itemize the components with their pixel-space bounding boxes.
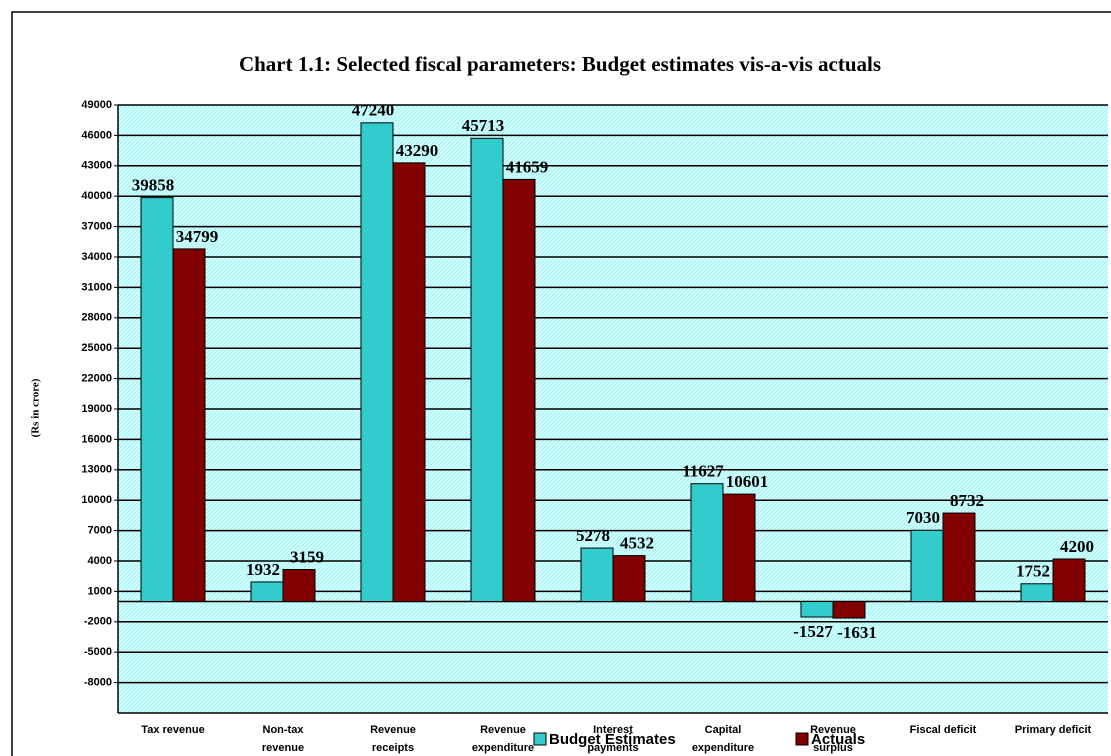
x-tick-label: Fiscal deficit xyxy=(909,724,977,736)
bar xyxy=(172,248,206,603)
data-label: 45713 xyxy=(462,116,505,135)
x-tick-label-box: Revenue expenditure xyxy=(471,724,535,754)
x-tick-label-box: Interest payments xyxy=(587,724,639,754)
x-tick-label: Interest payments xyxy=(587,724,639,754)
y-tick-label: 4000 xyxy=(88,555,112,567)
data-label: 4532 xyxy=(620,534,654,553)
y-axis-label: (Rs in crore) xyxy=(30,378,42,437)
data-label: 10601 xyxy=(726,472,769,491)
bar xyxy=(250,581,284,603)
data-label: 41659 xyxy=(506,157,549,176)
data-label: 1932 xyxy=(246,560,280,579)
legend-label: Budget Estimates xyxy=(549,731,676,748)
y-tick-label: -2000 xyxy=(84,616,112,628)
bar xyxy=(282,569,316,603)
bar xyxy=(612,555,646,603)
y-tick-label: -5000 xyxy=(84,646,112,658)
data-label: 47240 xyxy=(352,101,395,120)
data-label: 3159 xyxy=(290,547,324,566)
x-tick-label-box: Capital expenditure xyxy=(691,724,755,754)
bar xyxy=(942,512,976,603)
y-tick-label: 28000 xyxy=(81,312,112,324)
x-tick-label-box: Fiscal deficit xyxy=(909,724,977,736)
data-label: 5278 xyxy=(576,526,610,545)
data-label: 34799 xyxy=(176,227,219,246)
x-tick-label: Primary deficit xyxy=(1014,724,1092,736)
data-label: -1631 xyxy=(837,623,877,642)
x-tick-label: Revenue receipts xyxy=(370,724,416,754)
bar xyxy=(690,483,724,603)
bar xyxy=(502,178,536,603)
bar xyxy=(470,137,504,603)
x-tick-label: Non-tax revenue xyxy=(261,724,305,754)
legend-swatch xyxy=(533,732,547,746)
y-tick-label: 49000 xyxy=(81,99,112,111)
bar xyxy=(722,493,756,603)
y-tick-label: 10000 xyxy=(81,494,112,506)
bar xyxy=(392,162,426,603)
bar xyxy=(910,529,944,603)
data-label: 11627 xyxy=(682,462,724,481)
bar xyxy=(580,547,614,603)
bar xyxy=(360,122,394,603)
y-tick-label: 16000 xyxy=(81,433,112,445)
x-tick-label-box: Revenue receipts xyxy=(370,724,416,754)
x-tick-label: Tax revenue xyxy=(141,724,205,736)
x-tick-label-box: Primary deficit xyxy=(1014,724,1092,736)
y-tick-label: 46000 xyxy=(81,129,112,141)
y-tick-label: -8000 xyxy=(84,677,112,689)
bar xyxy=(1020,583,1054,603)
y-tick-label: 31000 xyxy=(81,281,112,293)
x-tick-label: Revenue surplus xyxy=(810,724,856,754)
y-tick-label: 25000 xyxy=(81,342,112,354)
y-tick-label: 7000 xyxy=(88,525,112,537)
bar xyxy=(1052,558,1086,603)
y-tick-label: 19000 xyxy=(81,403,112,415)
data-label: 43290 xyxy=(396,141,439,160)
x-tick-label: Capital expenditure xyxy=(691,724,755,754)
data-label: 1752 xyxy=(1016,562,1050,581)
legend-swatch xyxy=(795,732,809,746)
x-tick-label-box: Non-tax revenue xyxy=(261,724,305,754)
x-tick-label-box: Revenue surplus xyxy=(810,724,856,754)
data-label: 8732 xyxy=(950,491,984,510)
legend-label: Actuals xyxy=(811,731,865,748)
data-label: 7030 xyxy=(906,508,940,527)
y-tick-label: 34000 xyxy=(81,251,112,263)
bar xyxy=(832,601,866,619)
chart-title: Chart 1.1: Selected fiscal parameters: B… xyxy=(239,52,881,76)
y-tick-label: 43000 xyxy=(81,160,112,172)
y-tick-label: 13000 xyxy=(81,464,112,476)
y-tick-label: 1000 xyxy=(88,585,112,597)
data-label: 4200 xyxy=(1060,537,1094,556)
x-tick-label: Revenue expenditure xyxy=(471,724,535,754)
y-tick-label: 37000 xyxy=(81,221,112,233)
y-tick-label: 22000 xyxy=(81,373,112,385)
data-label: 39858 xyxy=(132,176,175,195)
data-label: -1527 xyxy=(793,622,833,641)
y-tick-label: 40000 xyxy=(81,190,112,202)
bar xyxy=(140,197,174,603)
x-tick-label-box: Tax revenue xyxy=(141,724,205,736)
bar xyxy=(800,601,834,618)
